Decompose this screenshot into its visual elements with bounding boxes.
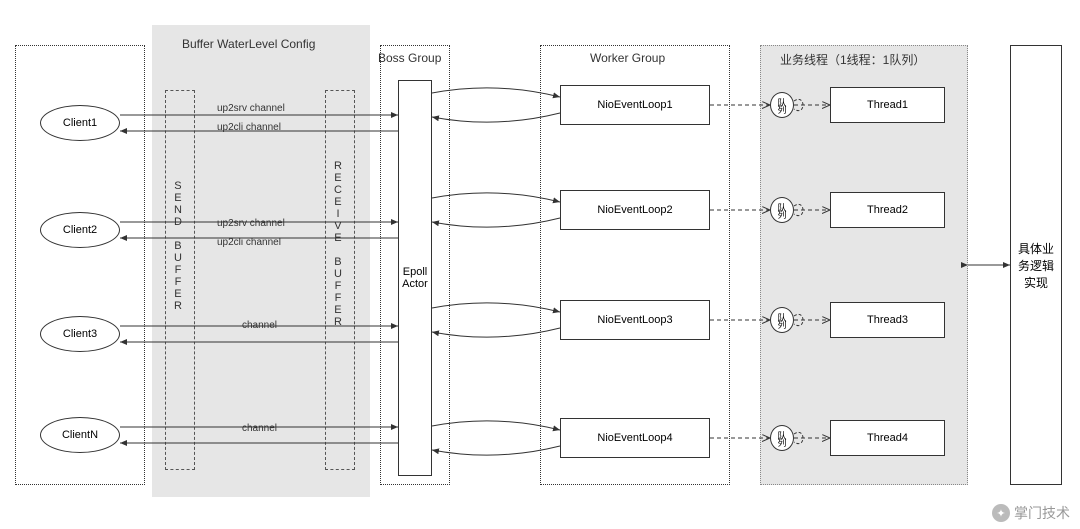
queue-node: 队列	[770, 425, 794, 451]
logic-box: 具体业 务逻辑 实现	[1010, 45, 1062, 485]
queue-node: 队列	[770, 197, 794, 223]
client-node: Client2	[40, 212, 120, 248]
receive-buffer-label: R E C E I V E B U F F E R	[334, 160, 342, 328]
logic-box-label: 具体业 务逻辑 实现	[1018, 240, 1054, 291]
wechat-icon: ✦	[992, 504, 1010, 522]
nio-event-loop: NioEventLoop1	[560, 85, 710, 125]
channel-label: up2srv channel	[215, 218, 287, 229]
epoll-actor-box: Epoll Actor	[398, 80, 432, 476]
client-node: Client3	[40, 316, 120, 352]
watermark: ✦ 掌门技术	[992, 503, 1070, 523]
nio-event-loop: NioEventLoop3	[560, 300, 710, 340]
nio-event-loop: NioEventLoop4	[560, 418, 710, 458]
watermark-text: 掌门技术	[1014, 503, 1070, 523]
thread-box: Thread4	[830, 420, 945, 456]
thread-box: Thread3	[830, 302, 945, 338]
worker-group-title: Worker Group	[590, 51, 665, 65]
queue-node: 队列	[770, 92, 794, 118]
buffer-config-title: Buffer WaterLevel Config	[182, 37, 315, 51]
nio-event-loop: NioEventLoop2	[560, 190, 710, 230]
thread-box: Thread1	[830, 87, 945, 123]
channel-label: channel	[240, 423, 279, 434]
channel-label: up2cli channel	[215, 237, 283, 248]
boss-group-title: Boss Group	[378, 51, 441, 65]
channel-label: up2srv channel	[215, 103, 287, 114]
epoll-actor-label: Epoll Actor	[402, 266, 428, 290]
client-node: Client1	[40, 105, 120, 141]
thread-box: Thread2	[830, 192, 945, 228]
client-node: ClientN	[40, 417, 120, 453]
biz-group-title: 业务线程（1线程：1队列）	[780, 51, 925, 68]
send-buffer-label: S E N D B U F F E R	[174, 180, 182, 312]
channel-label: up2cli channel	[215, 122, 283, 133]
channel-label: channel	[240, 320, 279, 331]
queue-node: 队列	[770, 307, 794, 333]
